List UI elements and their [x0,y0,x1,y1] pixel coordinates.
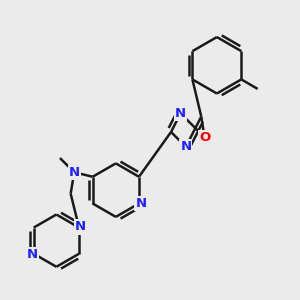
Text: N: N [175,107,186,120]
Text: N: N [136,197,147,210]
Text: N: N [27,248,38,261]
Text: N: N [180,140,191,153]
Text: O: O [199,131,210,144]
Text: N: N [69,166,80,179]
Text: N: N [75,220,86,233]
